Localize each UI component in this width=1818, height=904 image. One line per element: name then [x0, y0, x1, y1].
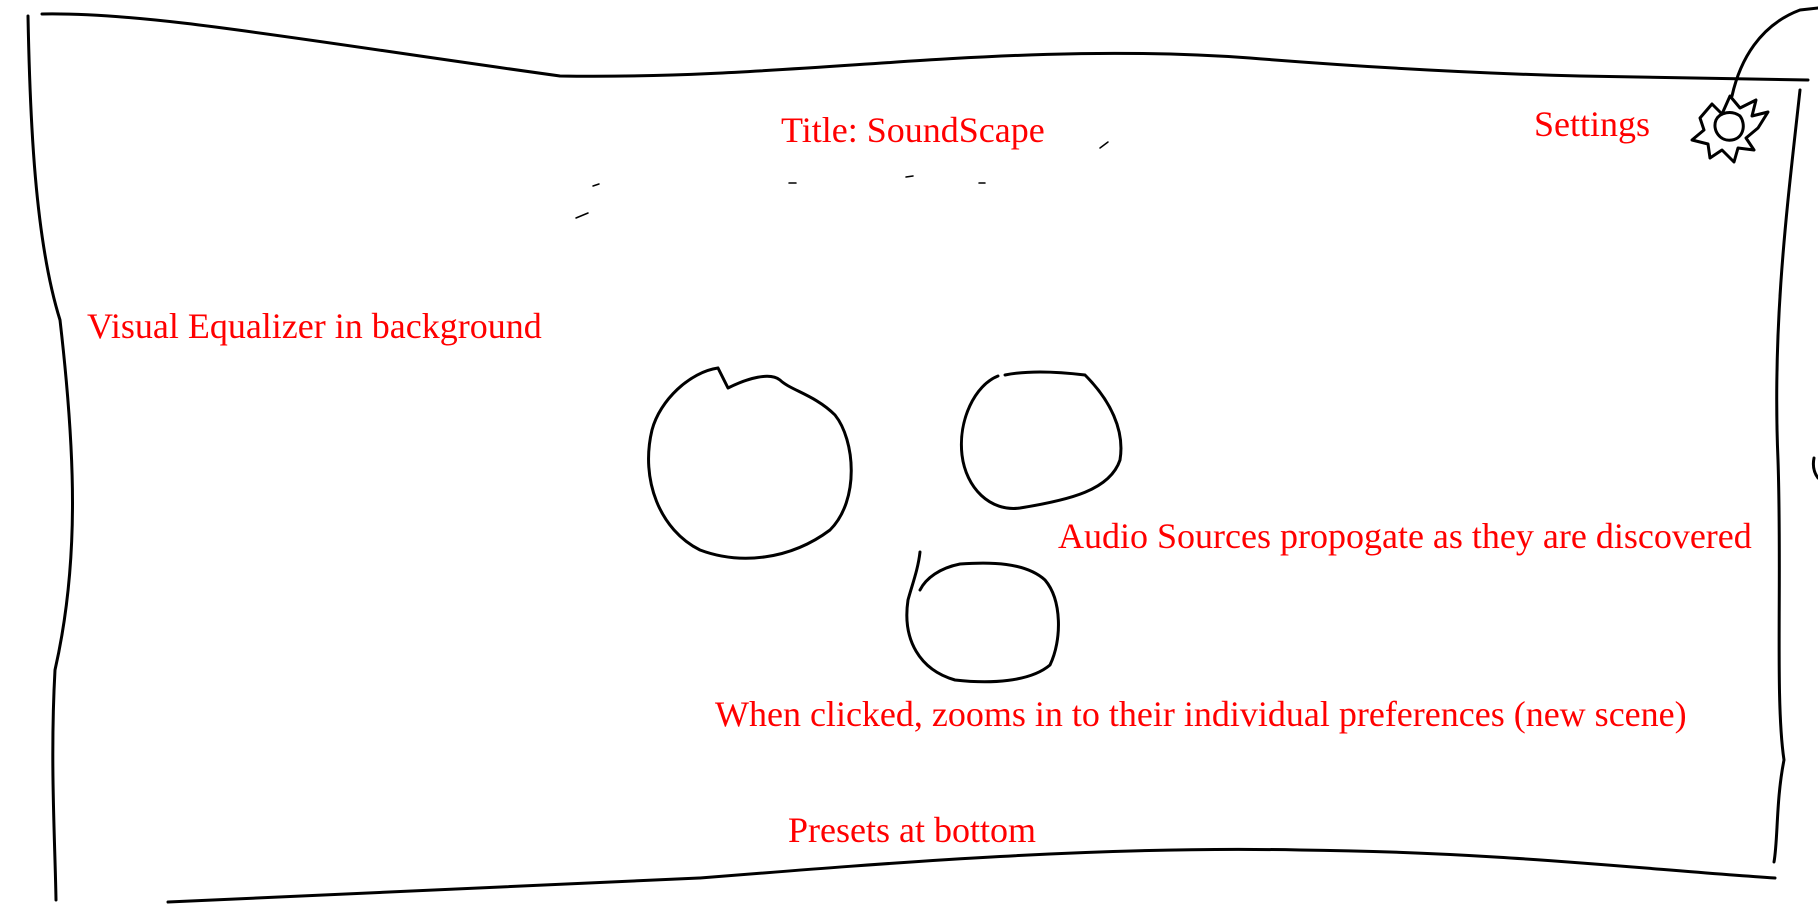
stray-mark	[1099, 141, 1109, 149]
frame-left-edge	[26, 14, 74, 902]
stray-mark	[592, 183, 600, 187]
frame-bottom-edge	[166, 847, 1777, 904]
gear-cable-stroke	[1730, 6, 1818, 98]
click-behavior-annotation: When clicked, zooms in to their individu…	[715, 694, 1687, 734]
audio-sources-annotation: Audio Sources propogate as they are disc…	[1058, 516, 1752, 556]
gear-icon[interactable]	[1690, 94, 1770, 164]
audio-source-circle[interactable]	[959, 370, 1123, 510]
presets-annotation: Presets at bottom	[788, 810, 1036, 850]
title-annotation: Title: SoundScape	[781, 110, 1045, 150]
frame-right-stroke	[1811, 456, 1818, 480]
frame-top-edge	[40, 12, 1810, 82]
audio-source-circle[interactable]	[647, 366, 853, 560]
stray-mark	[905, 175, 914, 178]
stray-mark	[575, 212, 589, 219]
audio-source-circle[interactable]	[905, 550, 1060, 684]
settings-annotation[interactable]: Settings	[1534, 104, 1651, 144]
frame-right-edge	[1772, 88, 1802, 864]
equalizer-annotation: Visual Equalizer in background	[87, 306, 542, 346]
